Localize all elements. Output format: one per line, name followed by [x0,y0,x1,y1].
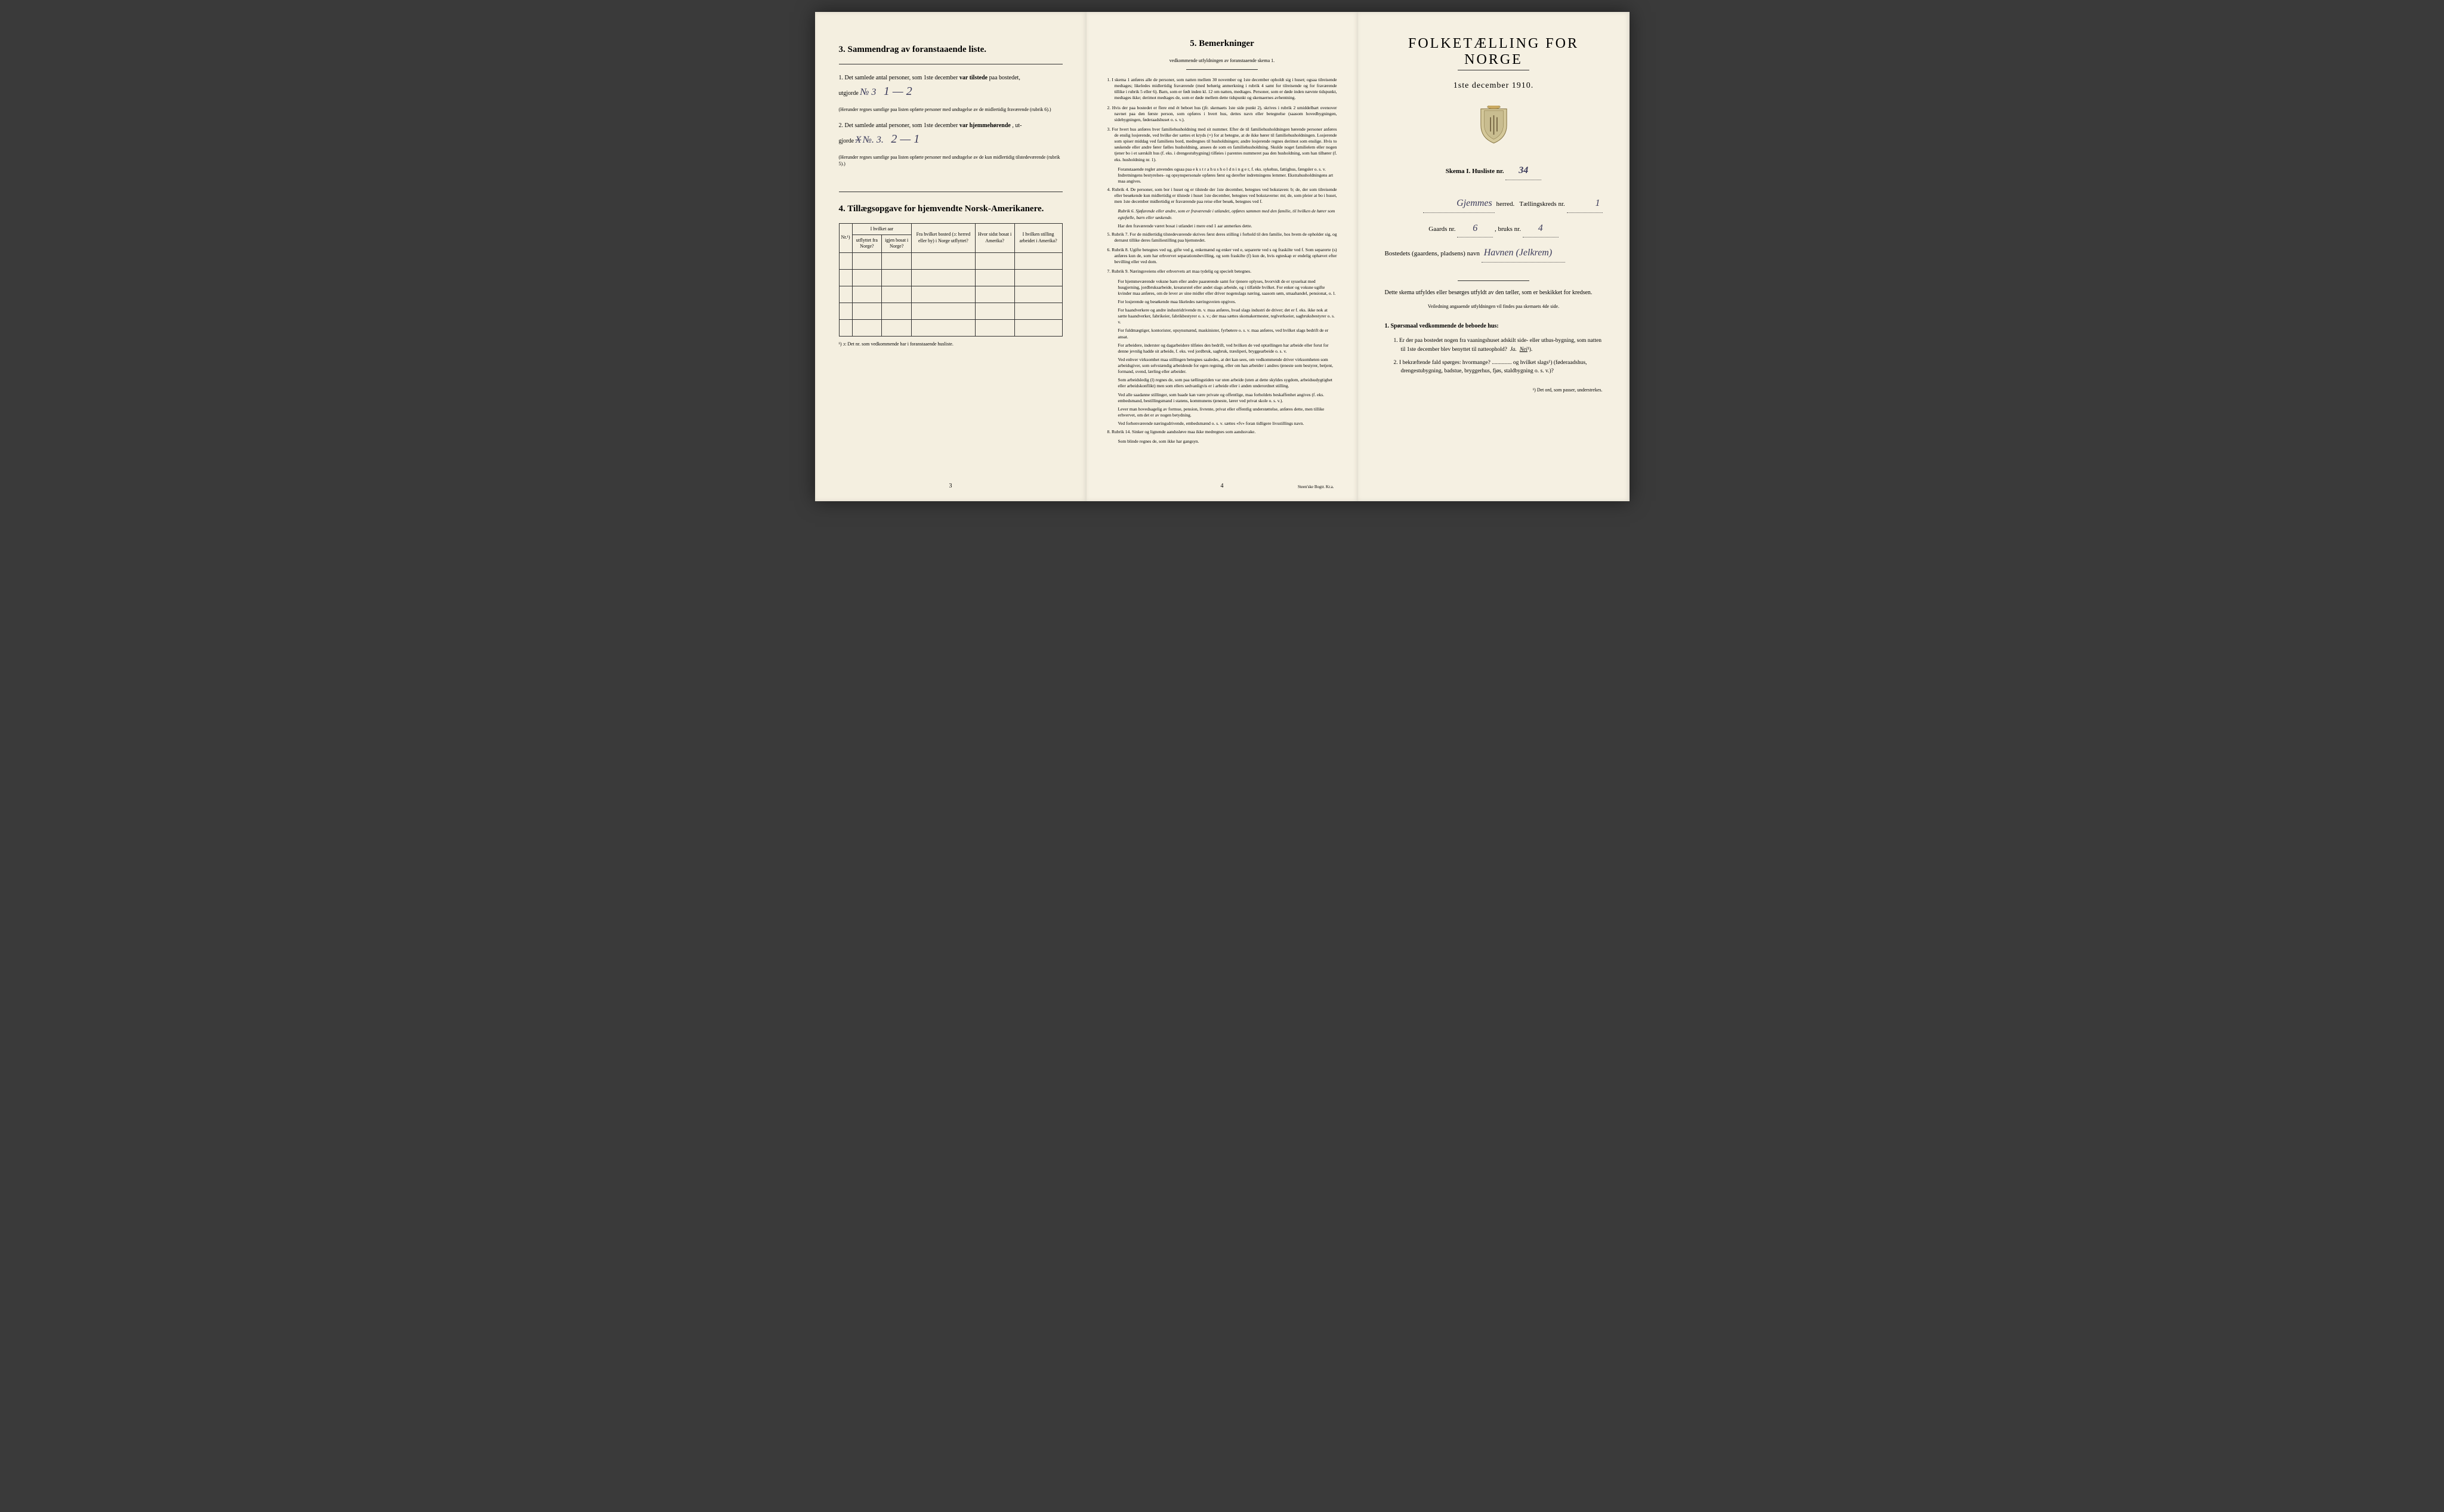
skema-line: Skema I. Husliste nr. 34 [1385,162,1603,180]
bruks-value: 4 [1523,220,1559,238]
remark-3: 3. For hvert hus anføres hver familiehus… [1107,126,1337,163]
remark-7j: Ved forhenværende næringsdrivende, embed… [1107,421,1337,427]
bosted-value: Havnen (Jelkrem) [1482,245,1565,263]
remark-3-sub: Foranstaaende regler anvendes ogsaa paa … [1107,166,1337,184]
table-footnote: ¹) ɔ: Det nr. som vedkommende har i fora… [839,341,1063,347]
col-stilling: I hvilken stilling arbeidet i Amerika? [1014,223,1062,252]
page-4: 5. Bemerkninger vedkommende utfyldningen… [1087,12,1358,501]
item2-bold: var hjemmehørende [959,122,1011,129]
remark-8: 8. Rubrik 14. Sinker og lignende aandssl… [1107,429,1337,435]
page-number: 3 [949,483,952,489]
item2-prefix: 2. Det samlede antal personer, som 1ste … [839,122,958,129]
item2-strike: X [856,135,862,145]
item-1: 1. Det samlede antal personer, som 1ste … [839,73,1063,100]
remark-7b: For losjerende og besøkende maa likelede… [1107,299,1337,305]
page-3: 3. Sammendrag av foranstaaende liste. 1.… [815,12,1087,501]
question-heading: 1. Spørsmaal vedkommende de beboede hus: [1385,322,1603,331]
q1-ja: Ja. [1510,347,1517,353]
remark-7: 7. Rubrik 9. Næringsveiens eller erhverv… [1107,269,1337,274]
divider [1186,69,1258,70]
item1-hw-b: 1 — 2 [884,85,912,98]
item-2: 2. Det samlede antal personer, som 1ste … [839,121,1063,148]
page1-footnote: ¹) Det ord, som passer, understrekes. [1385,387,1603,393]
remark-4-suba: Rubrik 6. Sjøfarende eller andre, som er… [1107,208,1337,220]
col-bosted: Fra hvilket bosted (ɔ: herred eller by) … [912,223,975,252]
husliste-nr: 34 [1505,162,1541,180]
table-row [839,303,1062,319]
col-utflyttet: utflyttet fra Norge? [852,234,882,252]
remark-4-subb: Har den fraværende været bosat i utlande… [1107,223,1337,229]
amerikanere-table: Nr.¹) I hvilket aar Fra hvilket bosted (… [839,223,1063,337]
census-document: 3. Sammendrag av foranstaaende liste. 1.… [815,12,1630,501]
herred-line: Gjemmes herred. Tællingskreds nr. 1 [1385,195,1603,213]
item2-note: (Herunder regnes samtlige paa listen opf… [839,154,1063,167]
question-2: 2. I bekræftende fald spørges: hvormange… [1394,359,1603,376]
table-row [839,269,1062,286]
item1-prefix: 1. Det samlede antal personer, som 1ste … [839,75,958,81]
instructions-2: Veiledning angaaende utfyldningen vil fi… [1385,303,1603,310]
section-5-subtitle: vedkommende utfyldningen av foranstaaend… [1107,58,1337,63]
herred-value: Gjemmes [1423,195,1495,213]
bosted-label: Bostedets (gaardens, pladsens) navn [1385,250,1480,257]
skema-label: Skema I. Husliste nr. [1446,168,1504,175]
page-number: 4 [1221,483,1224,489]
bruks-label: , bruks nr. [1495,226,1521,233]
remark-7f: Ved enhver virksomhet maa stillingen bet… [1107,357,1337,375]
remark-2: 2. Hvis der paa bostedet er flere end ét… [1107,105,1337,123]
item2-hw-a: №. 3. [863,135,884,145]
remark-4: 4. Rubrik 4. De personer, som bor i huse… [1107,187,1337,205]
item2-line2: gjorde [839,138,854,144]
col-nr: Nr.¹) [839,223,852,252]
remark-7a: For hjemmeværende voksne barn eller andr… [1107,279,1337,297]
herred-label: herred. [1496,200,1514,208]
remark-7e: For arbeidere, inderster og dagarbeidere… [1107,342,1337,354]
q1-sup: ¹). [1528,347,1532,353]
remark-5: 5. Rubrik 7. For de midlertidig tilstede… [1107,232,1337,243]
col-amerika: Hvor sidst bosat i Amerika? [975,223,1014,252]
item1-note: (Herunder regnes samtlige paa listen opf… [839,106,1063,113]
kreds-value: 1 [1567,195,1603,213]
subtitle: 1ste december 1910. [1385,81,1603,91]
gaards-label: Gaards nr. [1428,226,1455,233]
instructions-1: Dette skema utfyldes eller besørges utfy… [1385,288,1603,297]
section-4-heading: 4. Tillægsopgave for hjemvendte Norsk-Am… [839,204,1063,214]
coat-of-arms-icon [1385,106,1603,147]
item2-hw-b: 2 — 1 [891,132,919,146]
remark-7h: Ved alle saadanne stillinger, som baade … [1107,392,1337,404]
gaards-value: 6 [1457,220,1493,238]
item1-bold: var tilstede [959,75,988,81]
item1-suffix: paa bostedet, [989,75,1020,81]
remark-6: 6. Rubrik 8. Ugifte betegnes ved ug, gif… [1107,247,1337,265]
remark-7d: For fuldmægtiger, kontorister, opsynsmæn… [1107,328,1337,340]
remark-7g: Som arbeidsledig (l) regnes de, som paa … [1107,377,1337,389]
remark-8-sub: Som blinde regnes de, som ikke har gangs… [1107,439,1337,445]
remark-1: 1. I skema 1 anføres alle de personer, s… [1107,77,1337,101]
table-row [839,286,1062,303]
printer-mark: Steen'ske Bogtr. Kr.a. [1298,485,1334,489]
remark-7c: For haandverkere og andre industridriven… [1107,307,1337,325]
item1-line2: utgjorde [839,90,859,97]
table-row [839,252,1062,269]
remark-7i: Lever man hovedsagelig av formue, pensio… [1107,406,1337,418]
main-title: FOLKETÆLLING FOR NORGE [1385,36,1603,68]
divider [1458,280,1529,281]
page-1-cover: FOLKETÆLLING FOR NORGE 1ste december 191… [1358,12,1630,501]
q1-nei: Nei [1520,347,1528,353]
item2-suffix: , ut- [1012,122,1022,129]
section-5-heading: 5. Bemerkninger [1107,39,1337,49]
kreds-label: Tællingskreds nr. [1519,200,1564,208]
bosted-line: Bostedets (gaardens, pladsens) navn Havn… [1385,245,1603,263]
item1-hw-a: № 3 [860,87,876,97]
col-aar: I hvilket aar [852,223,912,234]
section-3-heading: 3. Sammendrag av foranstaaende liste. [839,45,1063,55]
gaards-line: Gaards nr. 6 , bruks nr. 4 [1385,220,1603,238]
question-1: 1. Er der paa bostedet nogen fra vaaning… [1394,337,1603,354]
q1-text: 1. Er der paa bostedet nogen fra vaaning… [1394,338,1602,352]
remarks-list: 1. I skema 1 anføres alle de personer, s… [1107,77,1337,445]
table-row [839,319,1062,336]
col-bosat: igjen bosat i Norge? [882,234,912,252]
